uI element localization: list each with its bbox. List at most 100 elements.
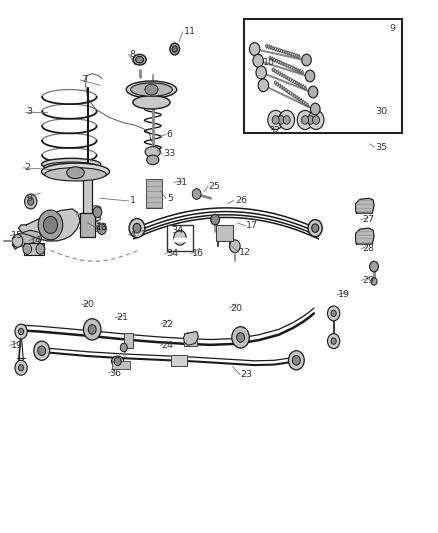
Ellipse shape <box>146 155 159 165</box>
Ellipse shape <box>90 222 101 226</box>
Circle shape <box>36 244 45 254</box>
Text: 9: 9 <box>389 25 395 33</box>
Ellipse shape <box>145 147 160 157</box>
Circle shape <box>97 224 106 235</box>
Circle shape <box>310 103 319 115</box>
Circle shape <box>267 110 283 130</box>
Text: 30: 30 <box>374 108 387 116</box>
Text: 27: 27 <box>361 215 373 224</box>
Circle shape <box>278 110 294 130</box>
Circle shape <box>307 110 323 130</box>
Text: 17: 17 <box>245 221 257 230</box>
Circle shape <box>114 357 121 366</box>
Polygon shape <box>183 332 198 345</box>
Bar <box>243 19 401 133</box>
Circle shape <box>25 194 37 209</box>
Circle shape <box>304 70 314 82</box>
Ellipse shape <box>131 83 172 96</box>
Text: 21: 21 <box>116 313 128 322</box>
Circle shape <box>307 220 321 237</box>
Circle shape <box>327 306 339 321</box>
Circle shape <box>236 333 244 342</box>
Circle shape <box>370 278 376 285</box>
Bar <box>24 243 44 255</box>
Text: 8: 8 <box>129 50 135 59</box>
Bar <box>112 361 129 369</box>
Bar <box>124 333 133 348</box>
Text: 10: 10 <box>263 59 275 67</box>
Circle shape <box>38 210 63 240</box>
Circle shape <box>34 341 49 360</box>
Bar <box>215 225 232 241</box>
Text: 11: 11 <box>183 28 195 36</box>
Circle shape <box>173 230 186 245</box>
Circle shape <box>327 334 339 349</box>
Text: 10: 10 <box>95 223 107 231</box>
Bar <box>82 171 92 216</box>
Text: 13: 13 <box>95 223 108 231</box>
Ellipse shape <box>90 227 101 231</box>
Ellipse shape <box>170 43 179 55</box>
Ellipse shape <box>90 206 101 210</box>
Circle shape <box>301 116 308 124</box>
Text: 3: 3 <box>26 108 32 116</box>
Ellipse shape <box>145 84 158 95</box>
Text: 35: 35 <box>374 143 387 151</box>
Circle shape <box>18 328 24 335</box>
Text: 20: 20 <box>230 304 242 312</box>
Text: 7: 7 <box>81 76 87 84</box>
Text: 22: 22 <box>161 320 173 328</box>
Text: 1: 1 <box>129 197 135 205</box>
Circle shape <box>330 338 336 344</box>
Circle shape <box>312 116 319 124</box>
Circle shape <box>306 116 313 124</box>
Circle shape <box>12 235 23 247</box>
Text: 6: 6 <box>166 130 173 139</box>
Circle shape <box>18 365 24 371</box>
Ellipse shape <box>135 56 143 63</box>
Circle shape <box>369 261 378 272</box>
Circle shape <box>120 343 127 352</box>
Text: 24: 24 <box>161 341 173 350</box>
Circle shape <box>23 244 32 254</box>
Ellipse shape <box>44 162 99 172</box>
Text: 14: 14 <box>30 237 42 245</box>
Circle shape <box>15 324 27 339</box>
Circle shape <box>28 198 34 205</box>
Polygon shape <box>355 198 373 213</box>
Circle shape <box>192 189 201 199</box>
Ellipse shape <box>45 167 106 181</box>
Polygon shape <box>355 228 373 244</box>
Text: 33: 33 <box>163 149 175 158</box>
Circle shape <box>283 116 290 124</box>
Circle shape <box>277 116 284 124</box>
Polygon shape <box>18 209 80 241</box>
Circle shape <box>311 224 318 232</box>
Text: 19: 19 <box>337 290 349 299</box>
Text: 19: 19 <box>11 341 23 350</box>
Circle shape <box>210 214 219 225</box>
Circle shape <box>129 219 145 238</box>
Text: 29: 29 <box>361 276 373 285</box>
Ellipse shape <box>41 163 109 180</box>
Circle shape <box>231 327 249 348</box>
Text: 2: 2 <box>24 164 30 172</box>
Circle shape <box>43 216 57 233</box>
Bar <box>80 213 95 237</box>
Circle shape <box>255 66 266 79</box>
Circle shape <box>93 207 102 217</box>
Circle shape <box>133 223 141 233</box>
Ellipse shape <box>132 95 170 109</box>
Text: 12: 12 <box>239 248 251 256</box>
Text: 36: 36 <box>109 369 121 377</box>
Circle shape <box>307 86 317 98</box>
Text: 20: 20 <box>82 301 94 309</box>
Circle shape <box>272 116 279 124</box>
Bar <box>145 179 162 208</box>
Text: 26: 26 <box>234 196 246 205</box>
Text: 23: 23 <box>240 370 252 378</box>
Circle shape <box>229 240 240 253</box>
Polygon shape <box>12 230 42 249</box>
Ellipse shape <box>67 167 84 179</box>
Circle shape <box>83 319 101 340</box>
